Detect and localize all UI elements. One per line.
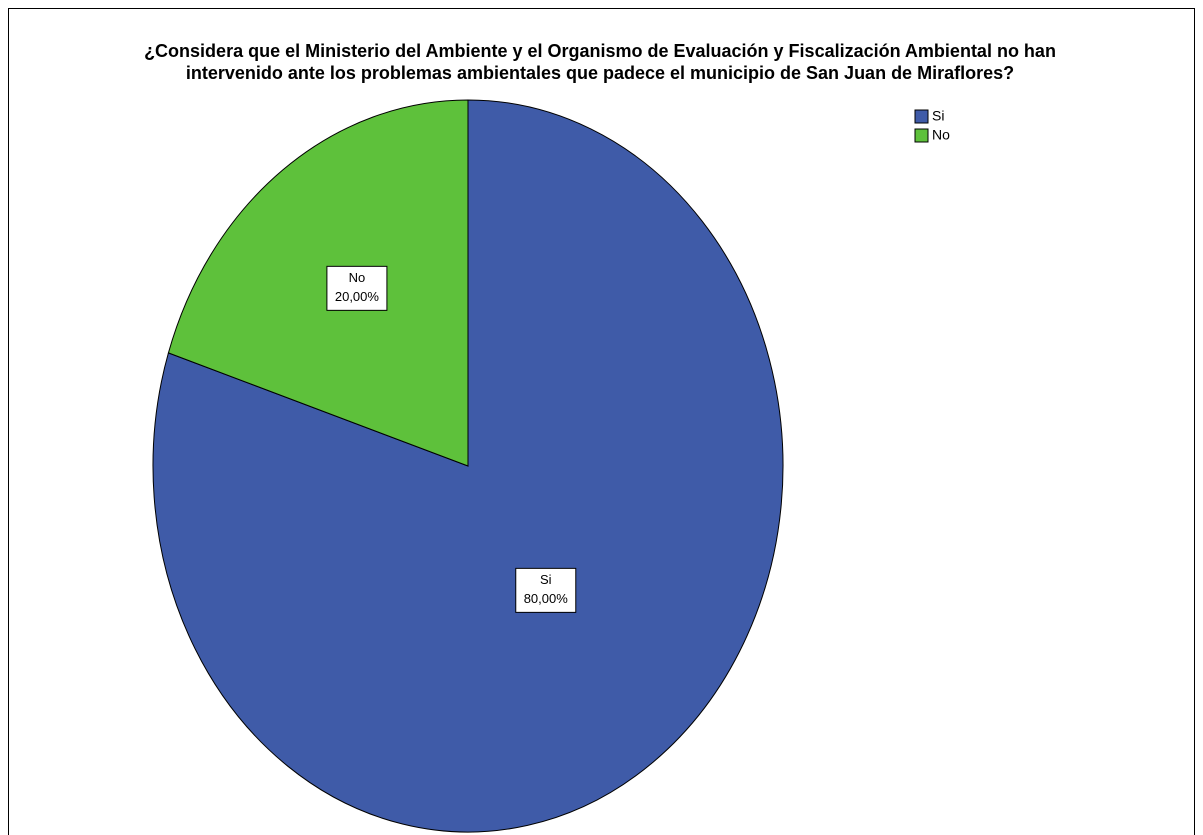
- data-label-box: [515, 567, 577, 613]
- data-label-category: No: [349, 270, 366, 285]
- chart-title: ¿Considera que el Ministerio del Ambient…: [144, 41, 1056, 61]
- pie-slice: [167, 99, 469, 467]
- chart-title: intervenido ante los problemas ambiental…: [186, 63, 1014, 83]
- legend-label: No: [932, 127, 950, 143]
- data-label: 80,00%: [524, 591, 569, 606]
- legend-swatch: [914, 128, 929, 143]
- pie-slice: [152, 99, 784, 833]
- legend-label: Si: [932, 108, 944, 124]
- data-label-box: [326, 265, 388, 311]
- legend-swatch: [914, 109, 929, 124]
- data-label-category: Si: [540, 572, 552, 587]
- data-label: 20,00%: [335, 289, 380, 304]
